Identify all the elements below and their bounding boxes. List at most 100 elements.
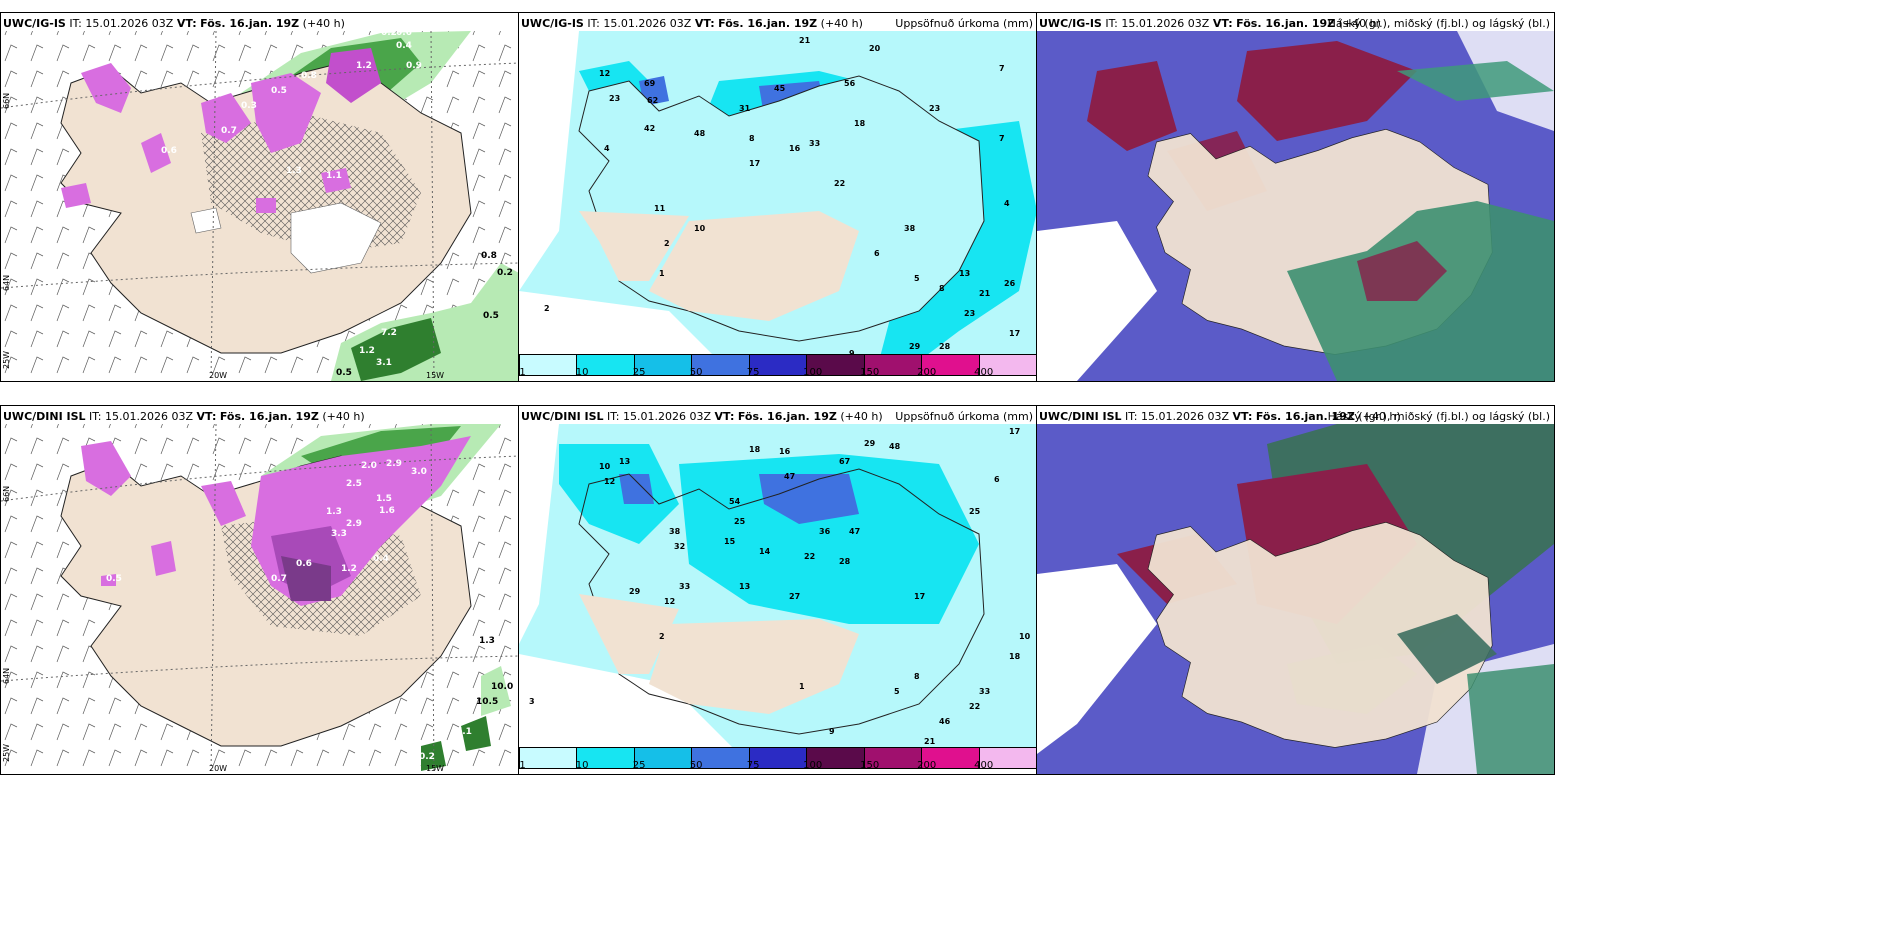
precip-label: 17 xyxy=(1009,329,1020,338)
colorbar-tick: 10 xyxy=(575,367,589,378)
precip-label: 21 xyxy=(924,737,936,746)
precip-label: 33 xyxy=(679,582,690,591)
snow-label: 10.5 xyxy=(476,697,498,707)
precip-label: 47 xyxy=(784,472,795,481)
precip-label: 56 xyxy=(844,79,856,88)
precip-label: 16 xyxy=(779,447,791,456)
snow-label: 0.5 xyxy=(336,368,352,378)
precip-label: 48 xyxy=(889,442,901,451)
precip-label: 1 xyxy=(799,682,805,691)
iceland-land xyxy=(1147,521,1493,748)
precip-label: 18 xyxy=(749,445,761,454)
map-panel-bottom-right: UWC/DINI ISL IT: 15.01.2026 03Z VT: Fös.… xyxy=(1036,405,1555,775)
colorbar-swatch xyxy=(749,355,808,375)
colorbar-swatch xyxy=(577,355,635,375)
precip-map-top: 21 20 7 12 23 4 69 62 42 48 31 45 56 18 … xyxy=(519,31,1037,361)
colorbar-top xyxy=(519,354,1037,376)
snow-label: 7.2 xyxy=(381,328,397,338)
cloud-map-top xyxy=(1037,31,1554,381)
precip-label: 12 xyxy=(604,477,615,486)
snow-label: 1.1 xyxy=(326,171,342,181)
snow-label: 0.2 xyxy=(419,752,435,762)
panel-title: UWC/IG-IS IT: 15.01.2026 03Z VT: Fös. 16… xyxy=(3,17,345,30)
precip-label: 25 xyxy=(969,507,981,516)
precip-label: 22 xyxy=(804,552,815,561)
colorbar-swatch xyxy=(864,355,923,375)
colorbar-swatch xyxy=(807,355,865,375)
panel-title: UWC/IG-IS IT: 15.01.2026 03Z VT: Fös. 16… xyxy=(521,17,863,30)
colorbar-swatch xyxy=(577,748,635,768)
colorbar-ticks-top: 1 10 25 50 75 100 150 200 400 xyxy=(519,367,1035,379)
precip-label: 18 xyxy=(1009,652,1021,661)
colorbar-tick: 50 xyxy=(689,367,703,378)
precip-label: 6 xyxy=(874,249,880,258)
colorbar-tick: 150 xyxy=(860,367,880,378)
snow-label: 0.9 xyxy=(406,61,422,71)
precip-label: 8 xyxy=(749,134,755,143)
precip-label: 23 xyxy=(929,104,940,113)
precip-label: 6 xyxy=(994,475,1000,484)
precip-label: 29 xyxy=(909,342,921,351)
cloud-title: Háský (gr.), miðský (fj.bl.) og lágský (… xyxy=(1327,410,1550,423)
map-panel-bottom-left: UWC/DINI ISL IT: 15.01.2026 03Z VT: Fös.… xyxy=(0,405,520,775)
snow-label: 3.0 xyxy=(411,467,427,477)
precip-label: 13 xyxy=(619,457,630,466)
snow-label: 0.2 xyxy=(497,268,513,278)
precip-label: 8 xyxy=(914,672,920,681)
precip-label: 7 xyxy=(999,64,1005,73)
snow-label: 1.3 xyxy=(479,636,495,646)
colorbar-swatch xyxy=(692,748,750,768)
snow-label: 0.4 xyxy=(396,41,412,51)
colorbar-bottom xyxy=(519,747,1037,769)
precip-label: 12 xyxy=(599,69,610,78)
lon-label: 25W xyxy=(2,351,11,369)
snow-label: 0.7 xyxy=(271,574,287,584)
map-panel-top-right: UWC/IG-IS IT: 15.01.2026 03Z VT: Fös. 16… xyxy=(1036,12,1555,382)
snow-map-top: 0.2 0.4 0.9 0.6 1.2 0.8 0.5 0.3 1.3 0.7 … xyxy=(1,28,519,381)
precip-label: 10 xyxy=(694,224,706,233)
precip-map-bottom: 18 16 48 29 17 6 10 12 13 67 47 54 25 38… xyxy=(519,424,1037,754)
precip-label: 32 xyxy=(674,542,685,551)
precip-label: 22 xyxy=(834,179,845,188)
precip-label: 69 xyxy=(644,79,656,88)
snow-label: 0.4 xyxy=(373,554,389,564)
precip-label: 38 xyxy=(904,224,916,233)
snow-label: 0.6 xyxy=(161,146,177,156)
precip-label: 17 xyxy=(1009,427,1020,436)
colorbar-tick: 1 xyxy=(519,367,526,378)
snow-label: 0.6 xyxy=(396,28,412,38)
precip-label: 23 xyxy=(964,309,975,318)
precip-label: 28 xyxy=(939,342,951,351)
snow-label: 0.3 xyxy=(241,101,257,111)
snow-label: 2.9 xyxy=(346,519,362,529)
colorbar-swatch xyxy=(979,748,1036,768)
lon-label: 25W xyxy=(2,744,11,762)
colorbar-tick: 100 xyxy=(803,760,823,771)
snow-label: 1.2 xyxy=(356,61,372,71)
colorbar-tick: 25 xyxy=(632,760,646,771)
snow-label: 1.6 xyxy=(379,506,395,516)
colorbar-swatch xyxy=(692,355,750,375)
precip-label: 28 xyxy=(839,557,851,566)
precip-label: 9 xyxy=(829,727,835,736)
snow-label: 0.8 xyxy=(301,71,317,81)
snow-label: 1.3 xyxy=(326,507,342,517)
precip-label: 11 xyxy=(654,204,666,213)
snow-label: 1.3 xyxy=(286,166,302,176)
precip-title: Uppsöfnuð úrkoma (mm) xyxy=(895,17,1033,30)
snow-label: 0.8 xyxy=(481,251,497,261)
colorbar-tick: 400 xyxy=(974,760,994,771)
lat-label: 64N xyxy=(2,275,11,291)
precip-label: 2 xyxy=(659,632,665,641)
precip-label: 27 xyxy=(789,592,800,601)
colorbar-swatch xyxy=(807,748,865,768)
precip-label: 29 xyxy=(864,439,876,448)
precip-label: 13 xyxy=(739,582,750,591)
precip-label: 14 xyxy=(759,547,771,556)
precip-label: 15 xyxy=(724,537,736,546)
precip-label: 2 xyxy=(544,304,550,313)
precip-label: 1 xyxy=(659,269,665,278)
colorbar-swatch xyxy=(634,355,693,375)
snow-label: 2.0 xyxy=(361,461,377,471)
precip-label: 26 xyxy=(1004,279,1016,288)
